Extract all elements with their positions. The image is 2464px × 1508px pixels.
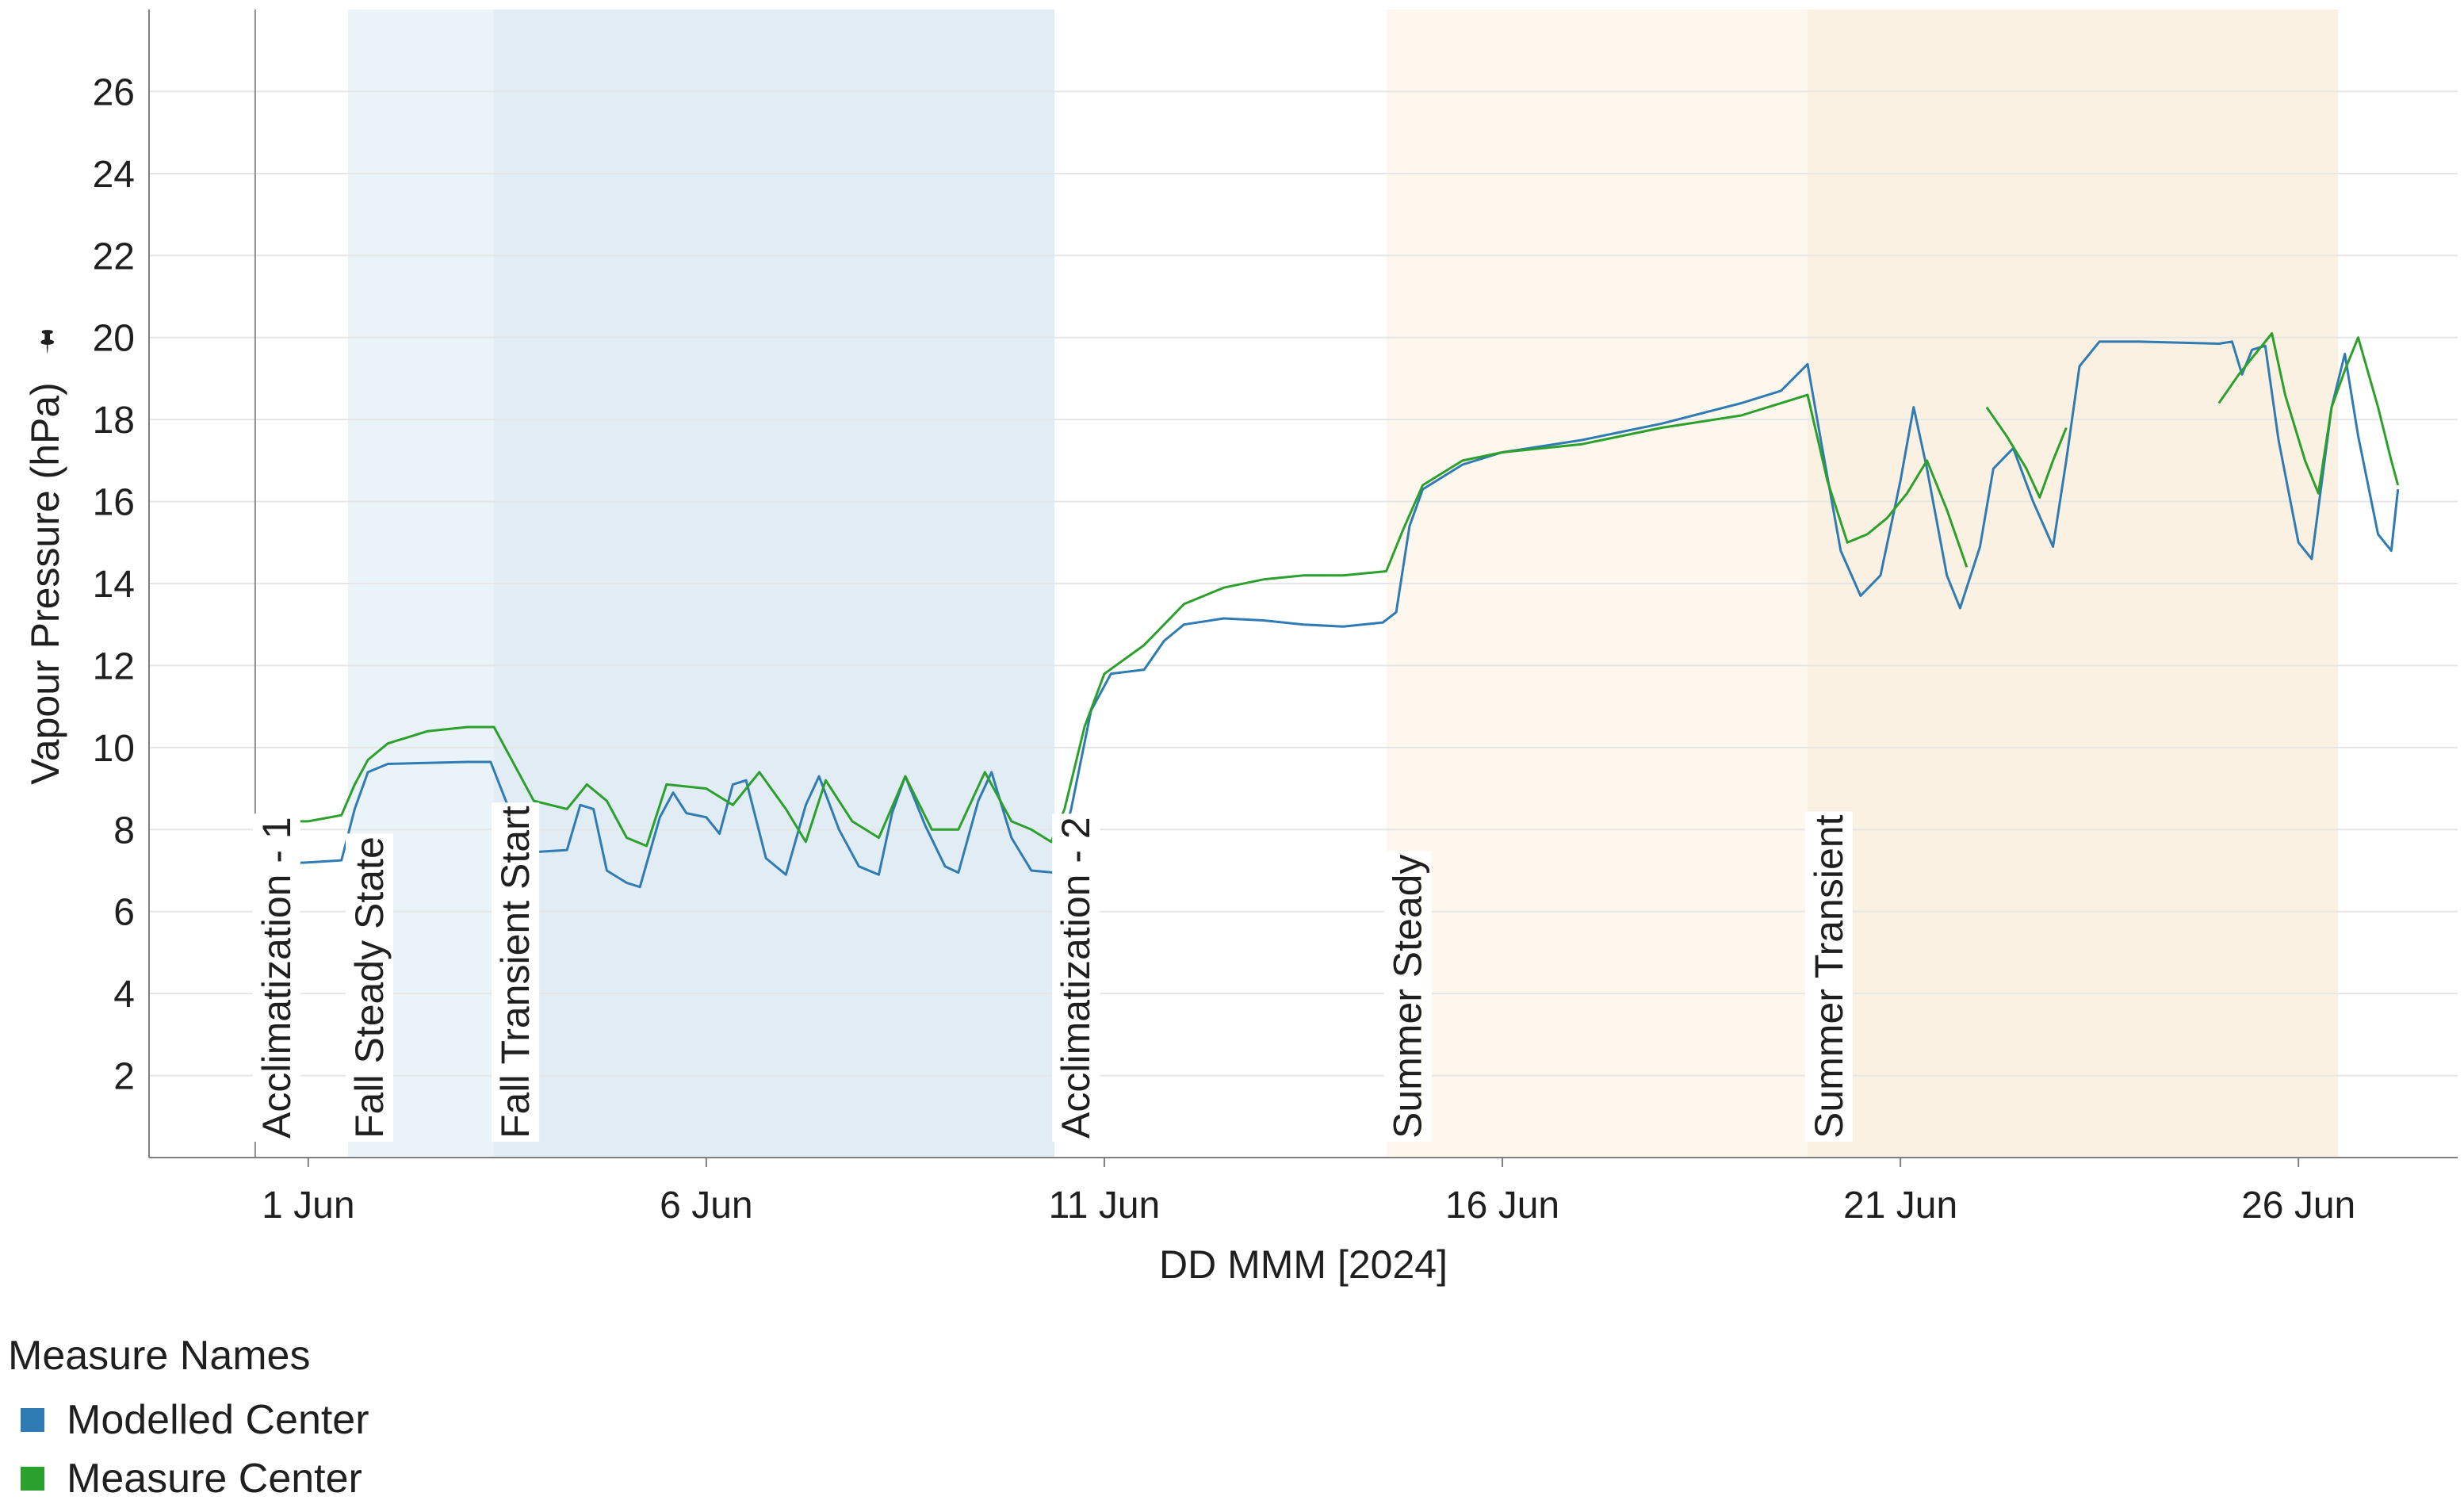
phase-label: Acclimatization - 2 [1054, 817, 1098, 1139]
legend-title: Measure Names [8, 1333, 311, 1379]
x-tick-label: 6 Jun [660, 1185, 752, 1227]
y-axis-title: Vapour Pressure (hPa) [23, 382, 67, 785]
y-tick-label: 20 [93, 318, 135, 360]
phase-label: Summer Steady [1386, 855, 1430, 1139]
series-line-measure-center[interactable] [254, 393, 1969, 848]
y-tick-label: 18 [93, 400, 135, 442]
y-tick-label: 22 [93, 235, 135, 277]
y-tick-label: 4 [113, 974, 135, 1016]
phase-label-background [252, 813, 300, 1142]
y-tick-label: 26 [93, 71, 135, 113]
series-line-measure-center[interactable] [1985, 406, 2068, 499]
phase-label-background [346, 833, 394, 1142]
phase-label: Fall Steady State [347, 836, 392, 1139]
axes [148, 10, 2458, 1158]
legend-label: Measure Center [67, 1456, 362, 1502]
y-tick-label: 8 [113, 809, 135, 852]
y-tick-label: 10 [93, 728, 135, 770]
y-tick-label: 24 [93, 154, 135, 196]
legend-swatch-modelled-center [21, 1408, 44, 1432]
legend-item-modelled-center[interactable]: Modelled Center [21, 1391, 369, 1449]
phase-label-background [1052, 813, 1100, 1142]
phase-label: Summer Transient [1807, 814, 1851, 1139]
series-lines [254, 332, 2400, 889]
y-tick-label: 12 [93, 645, 135, 687]
legend: Measure Names Modelled Center Measure Ce… [8, 1332, 369, 1508]
legend-item-measure-center[interactable]: Measure Center [21, 1449, 369, 1508]
phase-label: Fall Transient Start [493, 806, 538, 1139]
phase-label-background [1804, 811, 1853, 1142]
pin-icon[interactable]: 🖈 [30, 322, 64, 356]
y-tick-label: 6 [113, 892, 135, 934]
y-tick-label: 16 [93, 482, 135, 524]
x-tick-label: 16 Jun [1445, 1185, 1559, 1227]
phase-label-background [492, 802, 540, 1142]
legend-label: Modelled Center [67, 1397, 369, 1443]
series-line-modelled-center[interactable] [254, 340, 2400, 889]
legend-swatch-measure-center [21, 1467, 44, 1491]
x-tick-label: 11 Jun [1049, 1185, 1161, 1227]
series-line-measure-center[interactable] [2217, 332, 2400, 495]
phase-label-background [1383, 851, 1432, 1142]
y-tick-label: 14 [93, 564, 135, 606]
x-tick-label: 1 Jun [262, 1185, 354, 1227]
y-tick-label: 2 [113, 1056, 135, 1098]
x-tick-label: 26 Jun [2241, 1185, 2355, 1227]
x-tick-label: 21 Jun [1843, 1185, 1957, 1227]
phase-label: Acclimatization - 1 [254, 817, 299, 1139]
phase-labels: Acclimatization - 1 Fall Steady State Fall… [252, 802, 1853, 1142]
x-axis-title: DD MMM [2024] [1159, 1242, 1448, 1287]
